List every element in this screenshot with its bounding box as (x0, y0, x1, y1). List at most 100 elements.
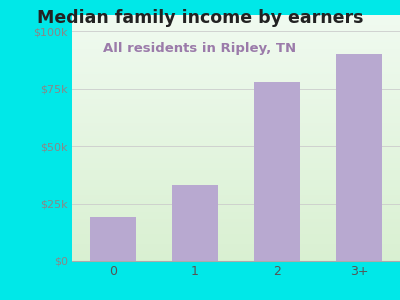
Bar (72, 89, 400, 91)
Bar (72, 153, 400, 155)
Bar (72, 175, 400, 177)
Bar (72, 126, 400, 128)
Bar (72, 165, 400, 167)
Bar (72, 81, 400, 84)
Bar (72, 91, 400, 94)
Bar (72, 138, 400, 140)
Bar (72, 79, 400, 81)
Bar (72, 130, 400, 133)
Bar (72, 76, 400, 79)
Bar (72, 67, 400, 69)
Bar (72, 47, 400, 50)
Bar (72, 111, 400, 113)
Bar (72, 30, 400, 32)
Bar (72, 106, 400, 109)
Bar (72, 57, 400, 59)
Bar (72, 150, 400, 153)
Bar (72, 229, 400, 232)
Bar (72, 204, 400, 207)
Bar (72, 37, 400, 40)
Bar (72, 121, 400, 123)
Bar (72, 197, 400, 200)
Bar (72, 123, 400, 126)
Bar (72, 202, 400, 204)
Bar (72, 62, 400, 64)
Bar (72, 74, 400, 76)
Bar (72, 99, 400, 101)
Bar (72, 15, 400, 17)
Bar (72, 249, 400, 251)
Bar (72, 113, 400, 116)
Bar (72, 40, 400, 42)
Bar (72, 96, 400, 99)
Bar (72, 207, 400, 209)
Bar (72, 44, 400, 47)
Bar (254, 82, 300, 261)
Bar (72, 226, 400, 229)
Text: Median family income by earners: Median family income by earners (37, 9, 363, 27)
Bar (72, 222, 400, 224)
Bar (72, 155, 400, 158)
Bar (72, 170, 400, 172)
Bar (72, 59, 400, 62)
Text: All residents in Ripley, TN: All residents in Ripley, TN (104, 42, 296, 55)
Bar (72, 224, 400, 226)
Bar (72, 180, 400, 182)
Bar (72, 20, 400, 22)
Bar (72, 17, 400, 20)
Bar (72, 27, 400, 30)
Bar (72, 32, 400, 35)
Bar (72, 190, 400, 192)
Bar (72, 163, 400, 165)
Bar (336, 54, 382, 261)
Bar (72, 239, 400, 241)
Bar (72, 52, 400, 54)
Bar (72, 140, 400, 143)
Bar (72, 251, 400, 254)
Bar (72, 160, 400, 163)
Bar (72, 54, 400, 57)
Bar (72, 84, 400, 86)
Bar (72, 69, 400, 72)
Bar (72, 158, 400, 160)
Bar (72, 72, 400, 74)
Bar (72, 195, 400, 197)
Bar (72, 103, 400, 106)
Bar (72, 118, 400, 121)
Bar (72, 133, 400, 136)
Bar (72, 192, 400, 195)
Bar (72, 116, 400, 118)
Bar (72, 22, 400, 25)
Bar (72, 148, 400, 150)
Bar (72, 185, 400, 187)
Bar (72, 128, 400, 130)
Bar (72, 187, 400, 190)
Bar (72, 217, 400, 219)
Bar (72, 241, 400, 244)
Bar (72, 136, 400, 138)
Bar (72, 209, 400, 212)
Bar (72, 101, 400, 104)
Bar (72, 232, 400, 234)
Bar (72, 177, 400, 180)
Bar (72, 146, 400, 148)
Bar (72, 236, 400, 239)
Bar (72, 200, 400, 202)
Bar (72, 256, 400, 259)
Bar (72, 214, 400, 217)
Bar (72, 167, 400, 170)
Bar (72, 244, 400, 246)
Bar (72, 64, 400, 67)
Bar (72, 246, 400, 249)
Bar (72, 219, 400, 222)
Bar (72, 25, 400, 27)
Bar (72, 109, 400, 111)
Bar (72, 50, 400, 52)
Bar (72, 254, 400, 256)
Bar (72, 212, 400, 214)
Bar (72, 94, 400, 96)
Bar (72, 234, 400, 236)
Bar (90, 217, 136, 261)
Bar (172, 185, 218, 261)
Bar (72, 86, 400, 89)
